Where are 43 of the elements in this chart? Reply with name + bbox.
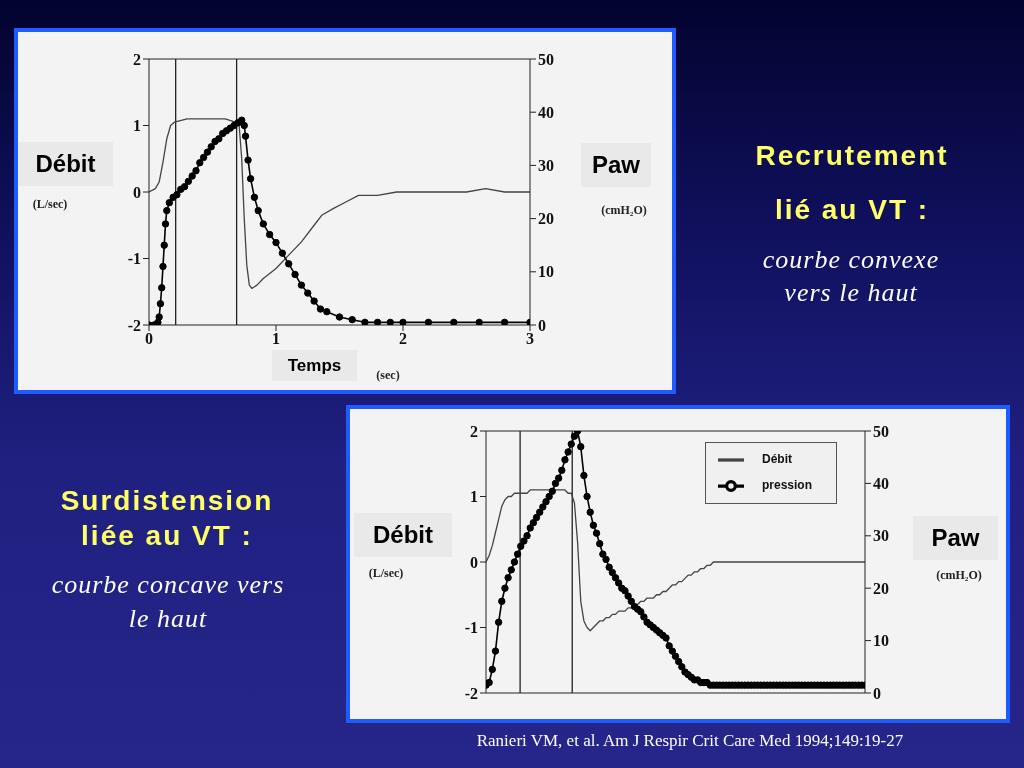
- y2-tick-label: 40: [873, 475, 889, 493]
- text: (L/sec): [31, 197, 69, 212]
- y2-axis-title: Paw: [931, 524, 980, 552]
- y2-tick-label: 50: [873, 422, 889, 440]
- text: courbe convexe vers le haut: [761, 244, 941, 309]
- x-tick-label: 0: [145, 330, 153, 348]
- legend-label: Débit: [761, 452, 792, 467]
- y2-tick-label: 10: [873, 632, 889, 650]
- y-tick-label: 1: [133, 117, 141, 135]
- y-tick-label: 2: [470, 422, 478, 440]
- legend-label: pression: [761, 478, 812, 493]
- y-axis-title: Débit: [373, 521, 433, 549]
- text: Surdistension liée au VT :: [59, 484, 275, 553]
- text: (cmH₂O): [600, 203, 648, 218]
- y-axis-title: Débit: [35, 150, 96, 178]
- y2-tick-label: 50: [538, 50, 554, 68]
- y-tick-label: -2: [127, 316, 141, 334]
- x-axis-title: Temps: [287, 355, 342, 376]
- x-tick-label: 2: [399, 330, 407, 348]
- text: Recrutement lié au VT :: [754, 139, 950, 227]
- y-tick-label: 2: [133, 50, 141, 68]
- text: courbe concave vers le haut: [50, 569, 286, 635]
- y2-tick-label: 10: [538, 263, 554, 281]
- text: (L/sec): [367, 566, 405, 581]
- y-tick-label: -1: [464, 619, 478, 637]
- y2-tick-label: 40: [538, 103, 554, 121]
- y2-tick-label: 0: [873, 684, 881, 702]
- y-tick-label: -2: [464, 684, 478, 702]
- y-tick-label: -1: [127, 250, 141, 268]
- text: (cmH₂O): [935, 568, 983, 583]
- y-tick-label: 0: [133, 183, 141, 201]
- y-tick-label: 0: [470, 553, 478, 571]
- y2-tick-label: 0: [538, 316, 546, 334]
- y-tick-label: 1: [470, 488, 478, 506]
- x-tick-label: 3: [526, 330, 534, 348]
- y2-axis-title: Paw: [591, 151, 641, 179]
- text: (sec): [375, 368, 401, 383]
- y2-tick-label: 20: [538, 210, 554, 228]
- x-tick-label: 1: [272, 330, 280, 348]
- y2-tick-label: 20: [873, 579, 889, 597]
- text: Ranieri VM, et al. Am J Respir Crit Care Med 1994;149:19-27: [475, 731, 905, 751]
- y2-tick-label: 30: [873, 527, 889, 545]
- y2-tick-label: 30: [538, 157, 554, 175]
